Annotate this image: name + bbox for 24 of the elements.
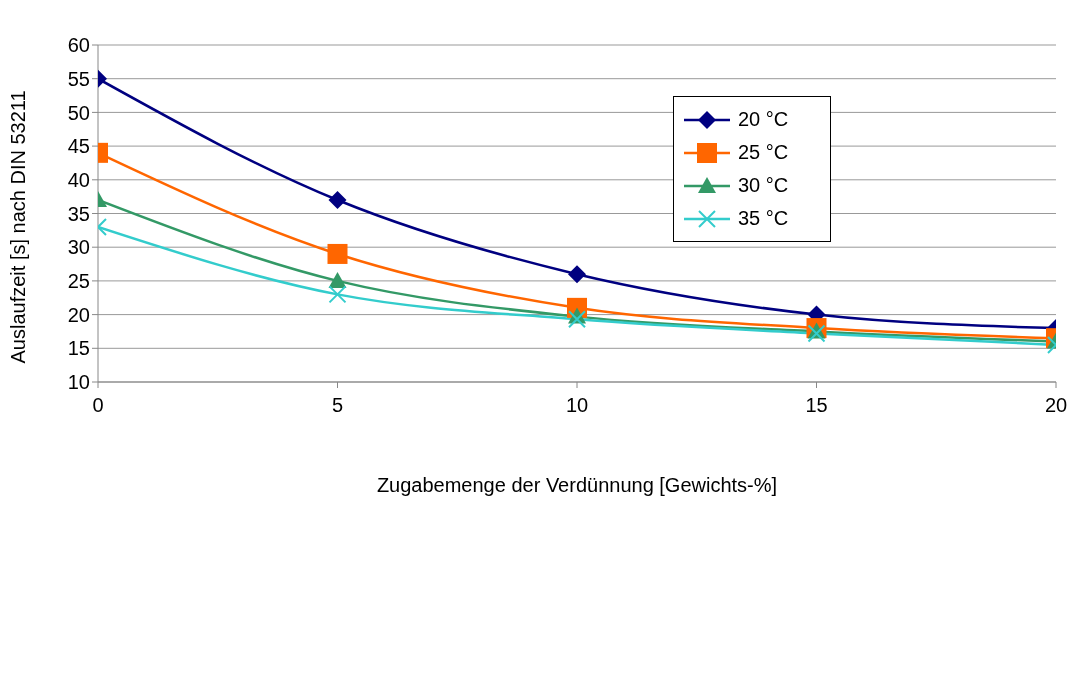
y-tick-label: 30	[67, 236, 90, 259]
y-tick-label: 50	[67, 101, 90, 124]
x-axis-title: Zugabemenge der Verdünnung [Gewichts-%]	[376, 474, 778, 496]
y-tick-label: 55	[67, 67, 90, 90]
x-tick-label: 10	[565, 394, 589, 417]
x-tick-label: 5	[331, 394, 344, 417]
x-tick-label: 15	[805, 394, 828, 417]
y-tick-label: 60	[67, 34, 90, 57]
point	[568, 310, 586, 329]
y-tick-label: 40	[67, 168, 90, 191]
x-tick-label: 0	[92, 394, 104, 417]
point	[568, 265, 586, 284]
legend-label: 20 °C	[738, 108, 789, 131]
y-tick-label: 25	[67, 270, 90, 292]
y-tick-label: 20	[67, 303, 90, 326]
y-axis-title: Auslaufzeit [s] nach DIN 53211	[7, 90, 30, 364]
legend-label: 25 °C	[738, 141, 789, 164]
legend-label: 35 °C	[738, 207, 789, 230]
legend-label: 30 °C	[738, 174, 789, 197]
y-tick-label: 35	[67, 202, 90, 225]
y-tick-label: 45	[67, 135, 90, 158]
x-tick-label: 20	[1044, 394, 1068, 417]
y-tick-label: 10	[67, 371, 90, 394]
y-tick-label: 15	[67, 337, 90, 360]
